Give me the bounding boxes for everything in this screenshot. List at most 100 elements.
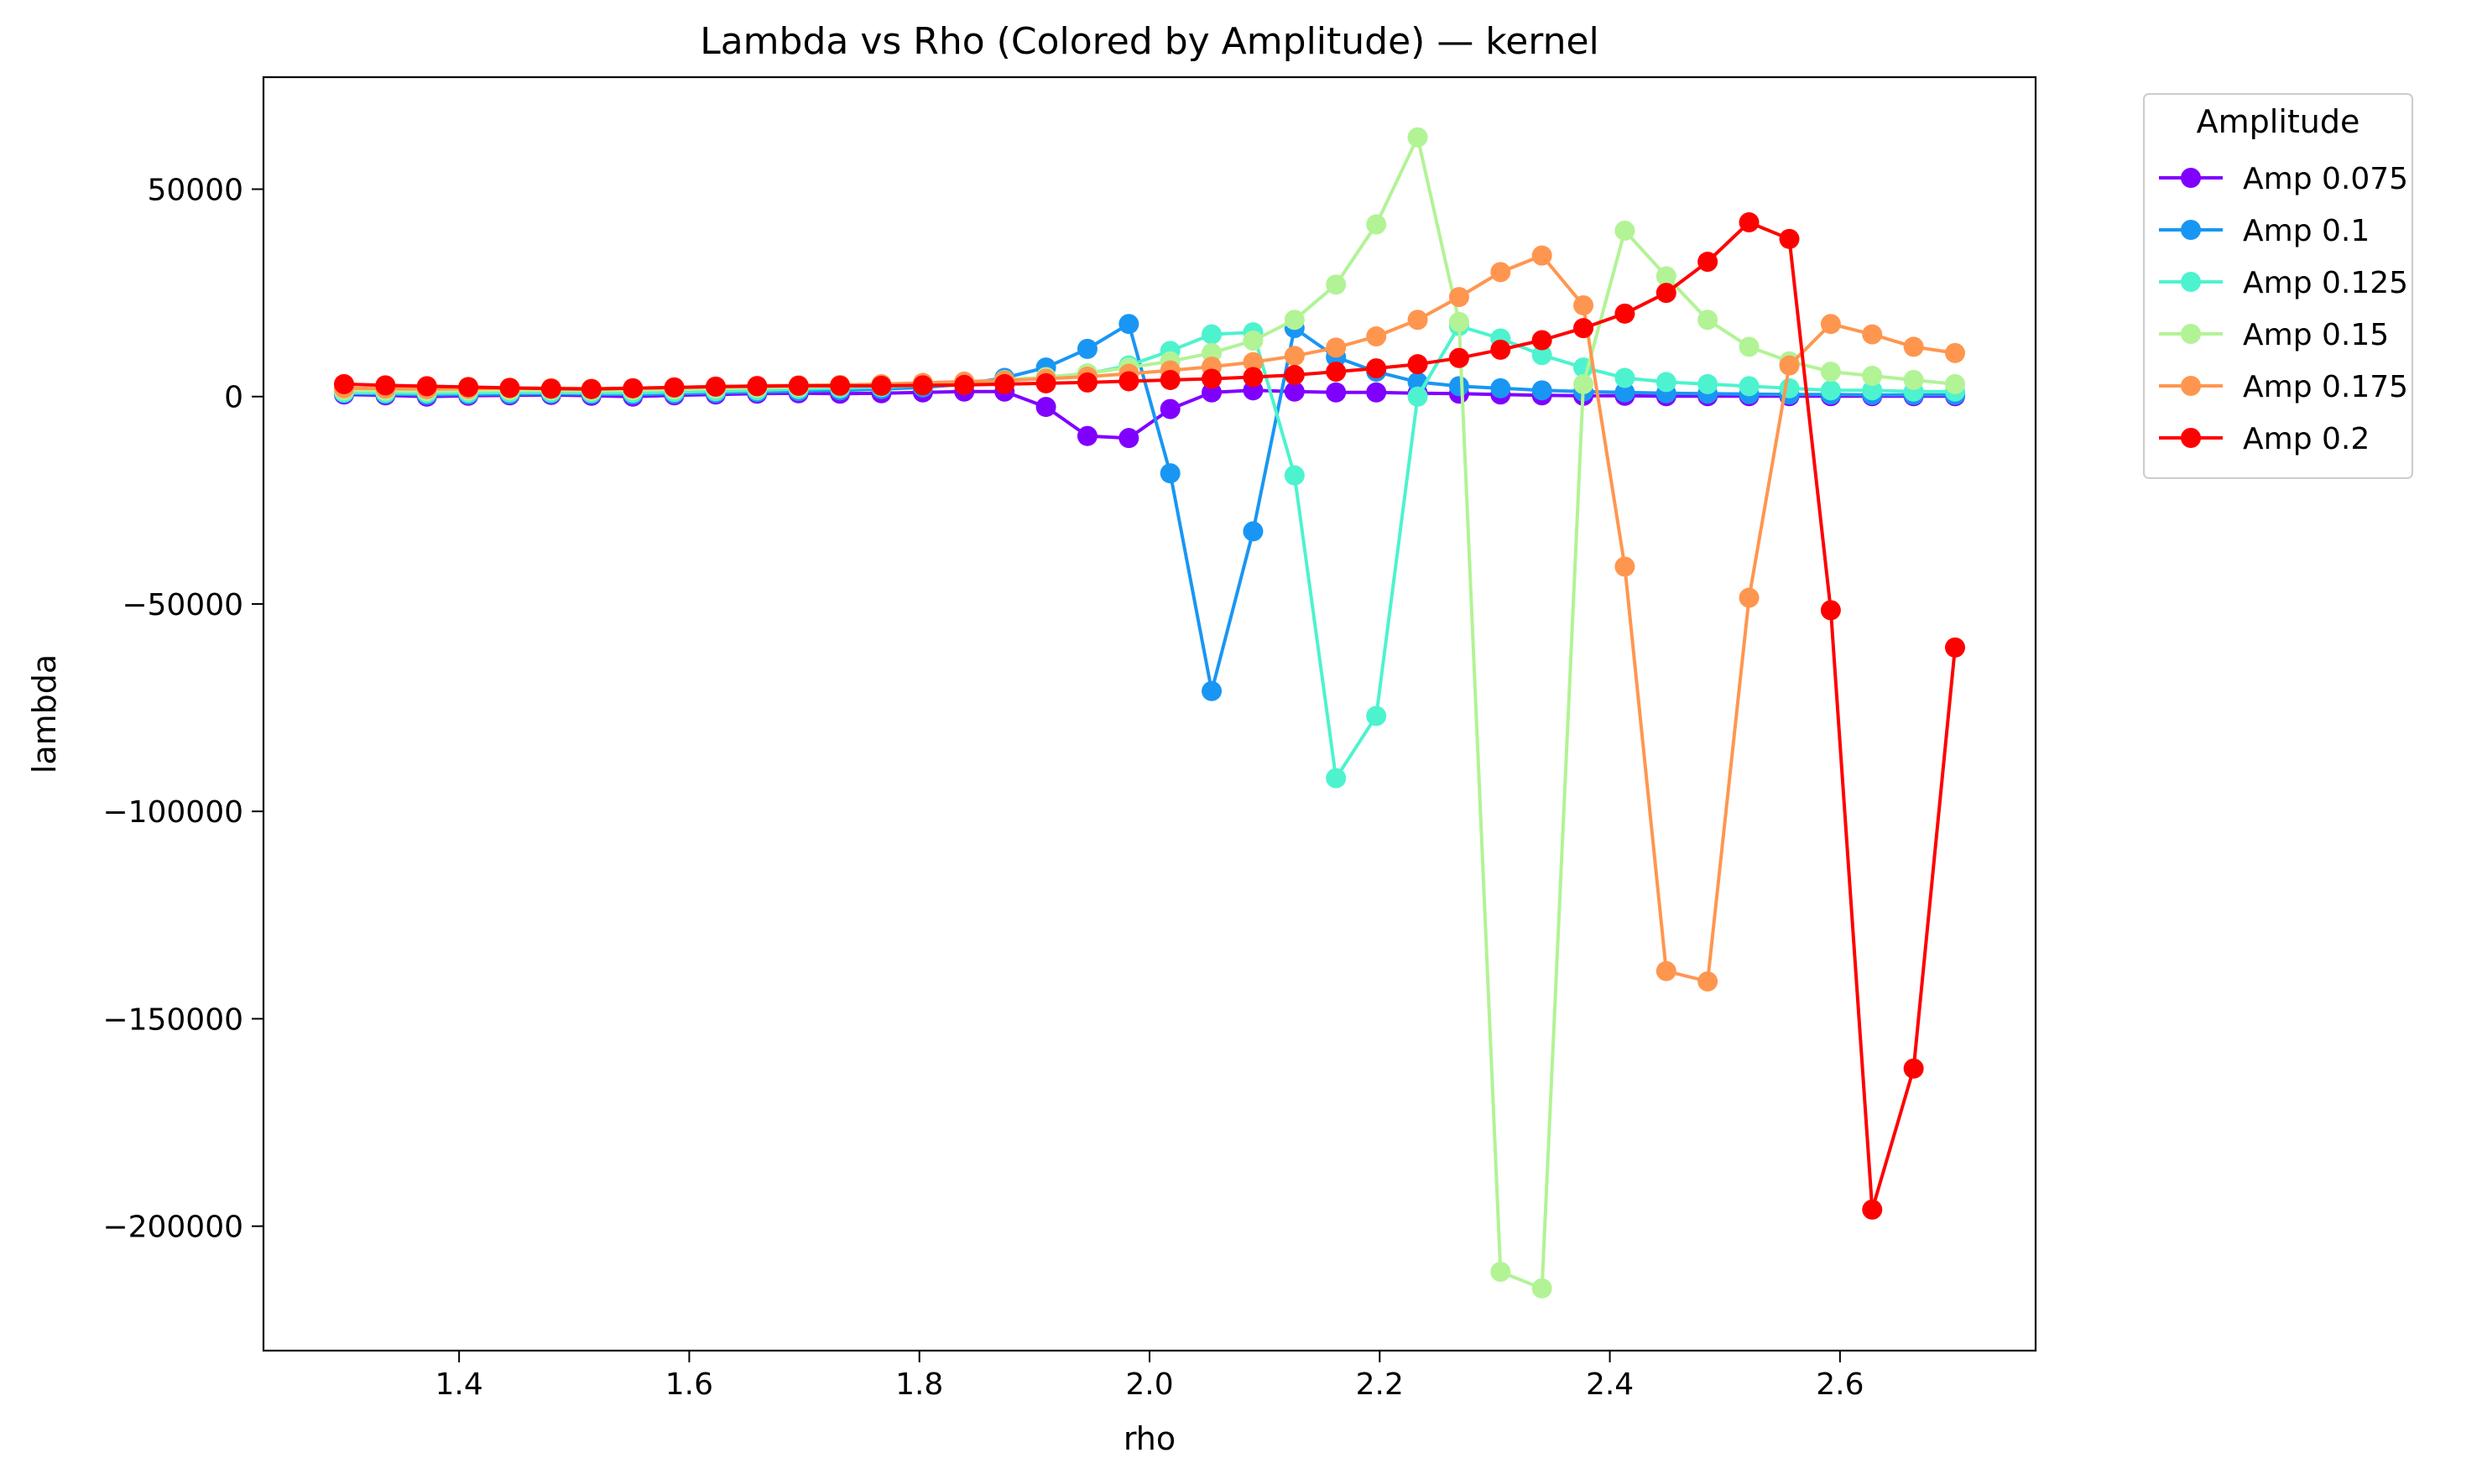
legend-entry: Amp 0.1 [2159, 214, 2370, 248]
data-point [1326, 337, 1347, 358]
data-point [1697, 971, 1718, 992]
data-point [1407, 354, 1428, 375]
data-point [416, 376, 437, 397]
data-point [1779, 378, 1800, 398]
data-point [1656, 266, 1676, 287]
data-point [1945, 373, 1965, 394]
data-point [1862, 1199, 1883, 1220]
data-point [1160, 463, 1181, 484]
data-point [1035, 397, 1056, 418]
data-point [499, 378, 520, 398]
legend-label: Amp 0.075 [2243, 162, 2408, 196]
data-point [1448, 347, 1469, 368]
data-point [1945, 637, 1965, 658]
data-point [1573, 294, 1594, 315]
x-tick-label: 2.6 [1816, 1367, 1864, 1402]
data-point [1614, 220, 1635, 241]
data-point [1202, 368, 1223, 389]
y-tick-label: −100000 [102, 795, 243, 830]
data-point [830, 375, 851, 396]
data-point [1118, 314, 1139, 335]
x-tick-label: 2.4 [1586, 1367, 1634, 1402]
x-axis-label: rho [1124, 1420, 1176, 1457]
data-point [1656, 961, 1676, 982]
y-tick-label: 50000 [147, 174, 243, 208]
legend-label: Amp 0.15 [2243, 318, 2389, 352]
data-point [1697, 252, 1718, 273]
data-point [1243, 521, 1264, 542]
data-point [1448, 376, 1469, 397]
data-point [1366, 382, 1387, 403]
legend-swatch-marker [2181, 428, 2201, 448]
data-point [1820, 362, 1841, 383]
data-point [1779, 355, 1800, 376]
legend-entry: Amp 0.2 [2159, 422, 2370, 456]
data-point [540, 378, 561, 399]
data-point [1077, 425, 1098, 446]
data-point [1820, 314, 1841, 335]
x-axis: 1.4 1.6 1.8 2.0 2.2 2.4 2.6 [435, 1351, 1864, 1402]
legend-label: Amp 0.125 [2243, 266, 2408, 300]
data-point [1490, 1262, 1511, 1283]
data-point [1945, 342, 1965, 363]
series-line [343, 221, 1957, 1211]
data-point [1739, 336, 1760, 357]
y-axis: 50000 0 −50000 −100000 −150000 −200000 [102, 174, 263, 1245]
data-point [954, 374, 975, 395]
x-tick-label: 2.0 [1125, 1367, 1173, 1402]
data-point [1820, 380, 1841, 401]
legend-label: Amp 0.2 [2243, 422, 2370, 456]
data-point [1448, 311, 1469, 332]
data-point [1284, 381, 1305, 402]
data-point [1284, 465, 1305, 486]
legend-label: Amp 0.1 [2243, 214, 2370, 248]
data-point [1160, 398, 1181, 419]
legend-swatch-marker [2181, 220, 2201, 240]
y-tick-label: −200000 [102, 1211, 243, 1245]
data-point [1739, 587, 1760, 608]
data-point [1284, 346, 1305, 367]
data-point [912, 375, 933, 396]
data-point [1614, 367, 1635, 388]
data-point [334, 373, 354, 394]
x-tick-label: 2.2 [1356, 1367, 1404, 1402]
data-point [1366, 706, 1387, 726]
legend-swatch-marker [2181, 272, 2201, 292]
data-point [1202, 324, 1223, 345]
data-point [664, 377, 685, 398]
data-point [1118, 371, 1139, 392]
data-point [747, 376, 768, 397]
data-point [1243, 367, 1264, 388]
data-point [1035, 372, 1056, 393]
data-point [1656, 372, 1676, 393]
legend-entry: Amp 0.15 [2159, 318, 2389, 352]
data-point [623, 378, 644, 398]
series-line [343, 324, 1955, 780]
data-point [1326, 274, 1347, 295]
data-point [994, 373, 1015, 394]
legend-entry: Amp 0.075 [2159, 162, 2408, 196]
legend-box [2143, 93, 2413, 479]
data-point [1531, 245, 1552, 266]
legend-swatch-marker [2181, 168, 2201, 188]
data-point [1739, 376, 1760, 397]
data-point [1326, 768, 1347, 789]
data-point [1614, 303, 1635, 324]
data-point [1614, 556, 1635, 577]
data-point [1118, 428, 1139, 449]
data-point [1656, 283, 1676, 304]
series-line [343, 388, 1955, 440]
x-tick-label: 1.4 [435, 1367, 483, 1402]
data-point [1820, 600, 1841, 621]
data-point [1531, 380, 1552, 401]
data-point [458, 377, 479, 398]
data-point [705, 376, 726, 397]
data-point [1862, 366, 1883, 387]
data-point [1903, 336, 1924, 357]
data-point [1202, 680, 1223, 701]
data-point [1614, 382, 1635, 403]
data-point [1160, 369, 1181, 390]
